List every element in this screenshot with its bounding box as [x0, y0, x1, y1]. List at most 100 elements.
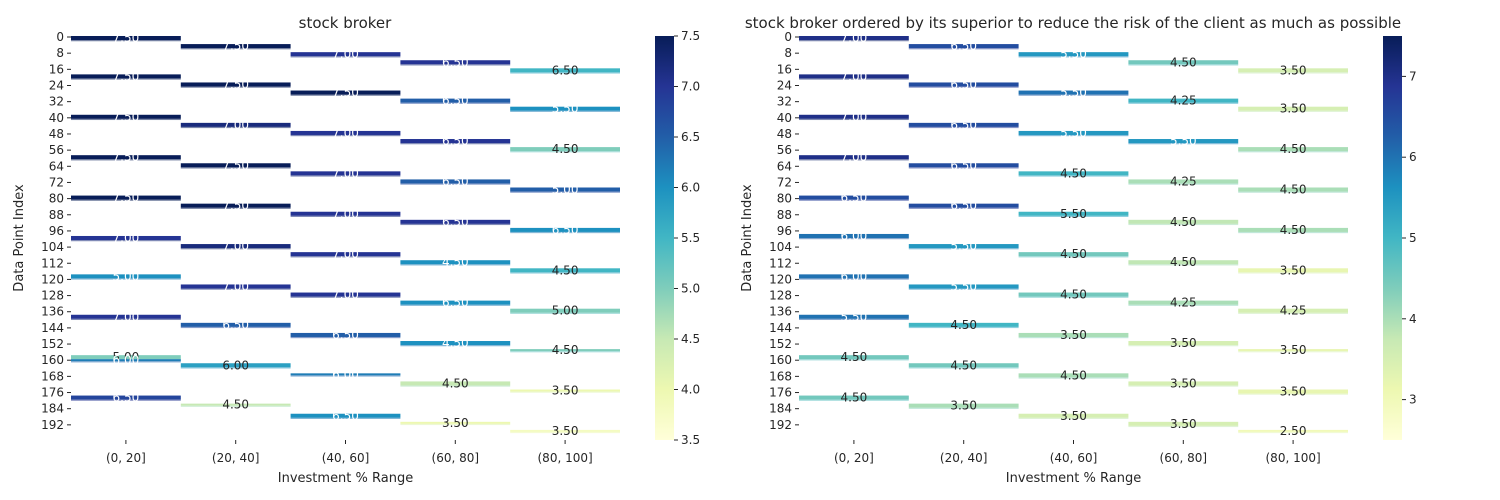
- y-tick-label: 176: [41, 386, 64, 400]
- x-tick-label: (40, 60]: [322, 451, 370, 465]
- cell-value-label: 5.50: [1060, 47, 1087, 61]
- y-tick-label: 88: [49, 208, 64, 222]
- cell-value-label: 7.50: [113, 110, 140, 124]
- cell-value-label: 7.00: [222, 118, 249, 132]
- heatmap-cell-edge: [510, 272, 620, 274]
- heatmap-cell-edge: [1238, 151, 1348, 153]
- cell-value-label: 3.50: [1280, 385, 1307, 399]
- heatmap-cell-edge: [510, 391, 620, 393]
- cell-value-label: 6.00: [841, 269, 868, 283]
- heatmap-cell: [799, 36, 909, 41]
- cell-value-label: 7.00: [841, 31, 868, 45]
- y-tick-label: 136: [769, 305, 792, 319]
- heatmap-cell-edge: [799, 118, 909, 121]
- heatmap-cell-edge: [1128, 102, 1239, 104]
- cell-value-label: 7.00: [332, 288, 359, 302]
- heatmap-cell-edge: [908, 48, 1019, 50]
- y-tick-label: 40: [49, 111, 64, 125]
- heatmap-cell-edge: [180, 167, 291, 169]
- heatmap-cell-edge: [908, 407, 1019, 409]
- heatmap-cell: [1018, 90, 1129, 95]
- heatmap-cell: [400, 98, 511, 103]
- cell-value-label: 3.50: [1280, 343, 1307, 357]
- heatmap-cell: [799, 314, 909, 319]
- heatmap-cell-edge: [1018, 215, 1129, 217]
- cell-value-label: 4.50: [442, 376, 469, 390]
- heatmap-cell-edge: [1018, 417, 1129, 419]
- heatmap-cell-edge: [1128, 425, 1239, 428]
- heatmap-cell-edge: [180, 86, 291, 88]
- heatmap-cell: [1238, 389, 1348, 394]
- heatmap-cell-edge: [1018, 94, 1129, 96]
- heatmap-cell-edge: [799, 159, 909, 161]
- cell-value-label: 4.50: [552, 263, 579, 277]
- cell-value-label: 7.50: [222, 39, 249, 53]
- y-tick-label: 64: [49, 159, 64, 173]
- heatmap-cell: [71, 36, 181, 41]
- y-tick-label: 48: [49, 127, 64, 141]
- heatmap-cell: [1018, 413, 1129, 418]
- cell-value-label: 3.50: [1060, 409, 1087, 423]
- x-tick-label: (80, 100]: [538, 451, 593, 465]
- heatmap-cell: [180, 363, 291, 368]
- heatmap-cell: [290, 252, 401, 257]
- y-tick-label: 16: [777, 62, 792, 76]
- heatmap-cell-edge: [180, 326, 291, 329]
- heatmap-cell-edge: [1238, 110, 1348, 112]
- heatmap-cell: [71, 314, 181, 319]
- cell-value-label: 7.00: [332, 126, 359, 140]
- heatmap-cell-edge: [1128, 385, 1239, 387]
- cell-value-label: 4.50: [841, 391, 868, 405]
- cell-value-label: 3.50: [1170, 417, 1197, 431]
- cell-value-label: 4.50: [442, 255, 469, 269]
- heatmap-cell-edge: [1238, 312, 1348, 314]
- heatmap-cell: [1018, 252, 1129, 257]
- heatmap-cell: [400, 260, 511, 265]
- heatmap-cell-edge: [290, 256, 401, 258]
- x-tick-label: (0, 20]: [834, 451, 874, 465]
- cell-value-label: 7.50: [222, 158, 249, 172]
- heatmap-cell: [510, 187, 620, 192]
- cell-value-label: 7.00: [332, 207, 359, 221]
- cell-value-label: 4.50: [1170, 55, 1197, 69]
- heatmap-cell-edge: [71, 318, 181, 321]
- cell-value-label: 4.25: [1170, 94, 1197, 108]
- heatmap-cell-edge: [71, 240, 181, 242]
- heatmap-cell-edge: [1238, 272, 1348, 274]
- heatmap-cell-edge: [1018, 175, 1129, 177]
- heatmap-cell-edge: [510, 351, 620, 353]
- heatmap-cell-edge: [1128, 183, 1239, 185]
- cell-value-label: 7.50: [113, 69, 140, 83]
- heatmap-cell-edge: [180, 48, 291, 50]
- cell-value-label: 5.50: [950, 239, 977, 253]
- heatmap-cell: [1238, 187, 1348, 192]
- heatmap-cell-edge: [1018, 134, 1129, 137]
- heatmap-cell: [510, 268, 620, 273]
- heatmap-cell-edge: [400, 64, 511, 66]
- cell-value-label: 4.50: [1280, 183, 1307, 197]
- heatmap-cell-edge: [510, 312, 620, 314]
- y-tick-label: 64: [777, 159, 792, 173]
- heatmap-cell: [510, 227, 620, 232]
- cell-value-label: 7.50: [113, 150, 140, 164]
- colorbar-tick-label: 4.0: [681, 383, 700, 397]
- heatmap-cell: [1018, 292, 1129, 297]
- heatmap-cell: [71, 359, 181, 362]
- y-tick-label: 104: [41, 240, 64, 254]
- heatmap-cell-edge: [1238, 351, 1348, 353]
- cell-value-label: 6.50: [552, 63, 579, 77]
- colorbar-tick-label: 5: [1409, 231, 1417, 245]
- x-axis-label: Investment % Range: [278, 471, 413, 486]
- heatmap-cell: [1238, 147, 1348, 152]
- colorbar: [655, 36, 674, 440]
- cell-value-label: 5.50: [1060, 86, 1087, 100]
- cell-value-label: 6.50: [950, 39, 977, 53]
- heatmap-cell: [400, 60, 511, 65]
- cell-value-label: 7.00: [332, 247, 359, 261]
- y-tick-label: 120: [41, 272, 64, 286]
- heatmap-cell: [908, 203, 1019, 208]
- heatmap-cell-edge: [400, 183, 511, 185]
- y-tick-label: 136: [41, 305, 64, 319]
- left-heatmap-panel: stock broker7.507.507.507.507.507.005.00…: [12, 14, 700, 486]
- heatmap-cell: [1128, 98, 1239, 103]
